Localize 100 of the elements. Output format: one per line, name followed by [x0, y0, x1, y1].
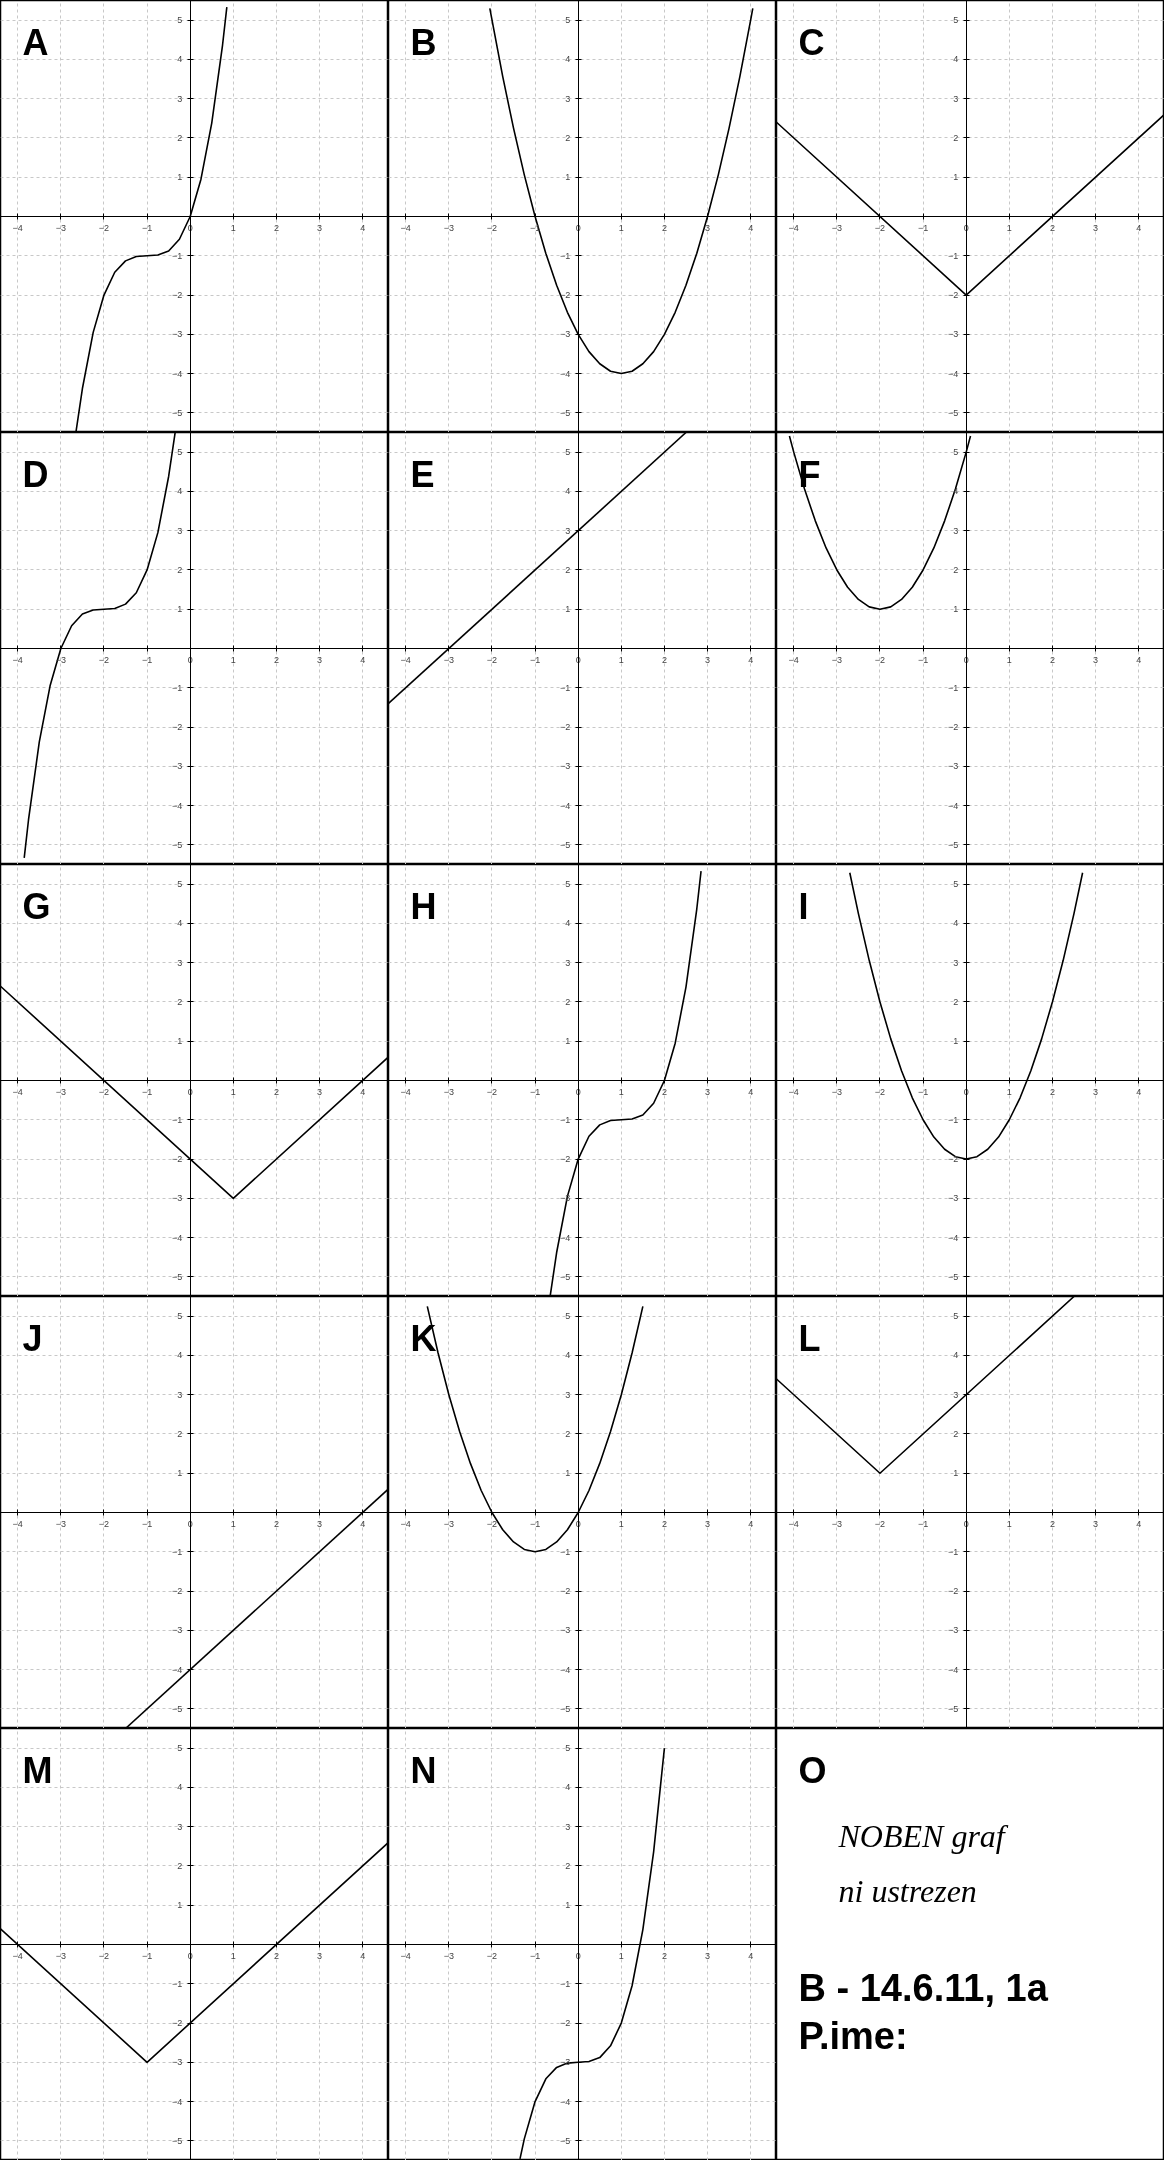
x-tick-label: −4 — [788, 1518, 799, 1529]
y-tick-label: 2 — [953, 996, 959, 1007]
y-tick-label: 4 — [565, 1782, 571, 1793]
x-tick-label: −2 — [98, 1518, 110, 1529]
x-tick-label: 3 — [317, 1518, 323, 1529]
x-tick-label: 2 — [661, 1950, 667, 1961]
x-tick-label: −1 — [917, 654, 929, 665]
y-tick-label: 5 — [953, 879, 959, 890]
x-tick-label: −4 — [400, 1950, 411, 1961]
y-tick-label: 3 — [177, 1821, 183, 1832]
x-tick-label: 2 — [273, 1518, 279, 1529]
x-tick-label: 2 — [273, 222, 279, 233]
y-tick-label: 5 — [953, 15, 959, 26]
x-tick-label: −3 — [831, 1518, 842, 1529]
y-tick-label: −4 — [947, 1664, 959, 1675]
x-tick-label: 1 — [618, 654, 624, 665]
y-tick-label: −3 — [559, 1625, 571, 1636]
y-tick-label: 2 — [177, 564, 183, 575]
x-tick-label: 3 — [1093, 654, 1099, 665]
y-tick-label: 3 — [565, 525, 571, 536]
x-tick-label: 4 — [1136, 654, 1142, 665]
x-tick-label: −2 — [486, 1086, 498, 1097]
y-tick-label: −1 — [171, 250, 183, 261]
text: J — [22, 1317, 43, 1359]
y-tick-label: −3 — [947, 1625, 959, 1636]
y-tick-label: −5 — [559, 1271, 571, 1282]
y-tick-label: 3 — [177, 525, 183, 536]
y-tick-label: −2 — [559, 2018, 571, 2029]
x-tick-label: 2 — [1049, 222, 1055, 233]
x-tick-label: −2 — [486, 1518, 498, 1529]
x-tick-label: −1 — [917, 1086, 929, 1097]
x-tick-label: 3 — [317, 222, 323, 233]
x-tick-label: −1 — [141, 654, 153, 665]
text: NOBEN graf — [837, 1817, 1009, 1854]
x-tick-label: −2 — [486, 222, 498, 233]
x-tick-label: 2 — [1049, 1518, 1055, 1529]
y-tick-label: −5 — [171, 1271, 183, 1282]
x-tick-label: 1 — [230, 1518, 236, 1529]
y-tick-label: −1 — [171, 682, 183, 693]
y-tick-label: −1 — [171, 1978, 183, 1989]
x-tick-label: 2 — [273, 1086, 279, 1097]
text: G — [22, 885, 51, 927]
y-tick-label: 3 — [565, 1821, 571, 1832]
x-tick-label: 2 — [661, 222, 667, 233]
x-tick-label: 4 — [1136, 1518, 1142, 1529]
x-tick-label: 1 — [1006, 222, 1012, 233]
x-tick-label: 1 — [1006, 654, 1012, 665]
y-tick-label: 2 — [177, 1860, 183, 1871]
x-tick-label: 3 — [705, 654, 711, 665]
y-tick-label: 2 — [565, 132, 571, 143]
y-tick-label: −1 — [947, 1546, 959, 1557]
x-tick-label: 1 — [1006, 1518, 1012, 1529]
y-tick-label: −2 — [171, 1154, 183, 1165]
x-tick-label: 1 — [230, 222, 236, 233]
y-tick-label: −4 — [171, 2096, 183, 2107]
y-tick-label: 2 — [565, 564, 571, 575]
y-tick-label: −5 — [171, 2135, 183, 2146]
x-tick-label: −1 — [529, 1086, 541, 1097]
y-tick-label: −3 — [171, 2057, 183, 2068]
y-tick-label: 1 — [565, 1900, 571, 1911]
x-tick-label: −1 — [141, 1950, 153, 1961]
x-tick-label: 2 — [273, 654, 279, 665]
y-tick-label: 5 — [177, 15, 183, 26]
y-tick-label: 1 — [953, 604, 959, 615]
x-tick-label: 4 — [1136, 222, 1142, 233]
y-tick-label: −1 — [559, 250, 571, 261]
y-tick-label: 5 — [953, 1311, 959, 1322]
text: O — [798, 1749, 827, 1791]
y-tick-label: 1 — [177, 172, 183, 183]
x-tick-label: −3 — [55, 222, 66, 233]
y-tick-label: 3 — [953, 93, 959, 104]
y-tick-label: −3 — [171, 329, 183, 340]
y-tick-label: 2 — [953, 564, 959, 575]
y-tick-label: 4 — [953, 1350, 959, 1361]
text: K — [410, 1317, 437, 1359]
y-tick-label: 5 — [565, 447, 571, 458]
y-tick-label: −3 — [559, 761, 571, 772]
x-tick-label: −3 — [831, 222, 842, 233]
x-tick-label: 4 — [748, 1086, 754, 1097]
y-tick-label: −4 — [171, 800, 183, 811]
y-tick-label: −1 — [947, 1114, 959, 1125]
y-tick-label: 5 — [177, 447, 183, 458]
y-tick-label: −2 — [171, 2018, 183, 2029]
text: A — [22, 21, 49, 63]
x-tick-label: −4 — [400, 1518, 411, 1529]
y-tick-label: −4 — [171, 1232, 183, 1243]
y-tick-label: −4 — [171, 368, 183, 379]
y-tick-label: 5 — [953, 447, 959, 458]
x-tick-label: 1 — [230, 654, 236, 665]
x-tick-label: 2 — [273, 1950, 279, 1961]
x-tick-label: −1 — [529, 1518, 541, 1529]
x-tick-label: −2 — [486, 1950, 498, 1961]
x-tick-label: −4 — [788, 654, 799, 665]
y-tick-label: −3 — [947, 329, 959, 340]
y-tick-label: −3 — [947, 1193, 959, 1204]
x-tick-label: −4 — [12, 1086, 23, 1097]
x-tick-label: 4 — [748, 222, 754, 233]
y-tick-label: 5 — [565, 1311, 571, 1322]
y-tick-label: 4 — [565, 1350, 571, 1361]
y-tick-label: 5 — [565, 15, 571, 26]
